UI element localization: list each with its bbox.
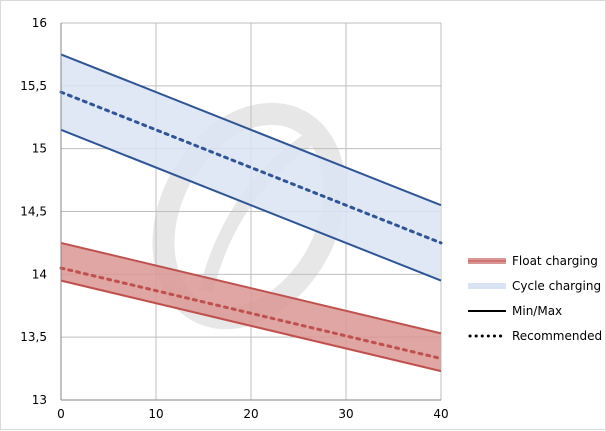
charging-bands — [59, 53, 443, 373]
x-tick-label: 30 — [338, 407, 353, 421]
y-tick-label: 15 — [32, 142, 47, 156]
y-tick-label: 13 — [32, 393, 47, 407]
cycle-max-line — [60, 53, 442, 207]
y-tick-label: 14,5 — [20, 205, 47, 219]
y-tick-label: 14 — [32, 267, 47, 281]
y-axis-ticks: 13 13,5 14 14,5 15 15,5 16 — [20, 16, 47, 407]
cycle-recommended-line — [59, 90, 443, 245]
x-tick-label: 0 — [57, 407, 65, 421]
y-tick-label: 16 — [32, 16, 47, 30]
float-charging-band — [61, 242, 441, 372]
legend-label: Recommended — [512, 329, 602, 343]
axes — [60, 23, 441, 401]
legend-label: Min/Max — [512, 304, 562, 318]
float-min-line — [60, 279, 442, 373]
legend-label: Float charging — [512, 254, 598, 268]
x-axis-ticks: 0 10 20 30 40 — [57, 407, 448, 421]
legend: Float charging Cycle charging Min/Max Recom… — [468, 254, 602, 343]
x-tick-label: 40 — [433, 407, 448, 421]
float-recommended-line — [59, 266, 443, 361]
cycle-min-line — [60, 128, 442, 282]
x-tick-label: 10 — [148, 407, 163, 421]
float-max-line — [60, 241, 442, 335]
x-tick-label: 20 — [243, 407, 258, 421]
y-tick-label: 15,5 — [20, 79, 47, 93]
y-tick-label: 13,5 — [20, 330, 47, 344]
legend-label: Cycle charging — [512, 279, 601, 293]
